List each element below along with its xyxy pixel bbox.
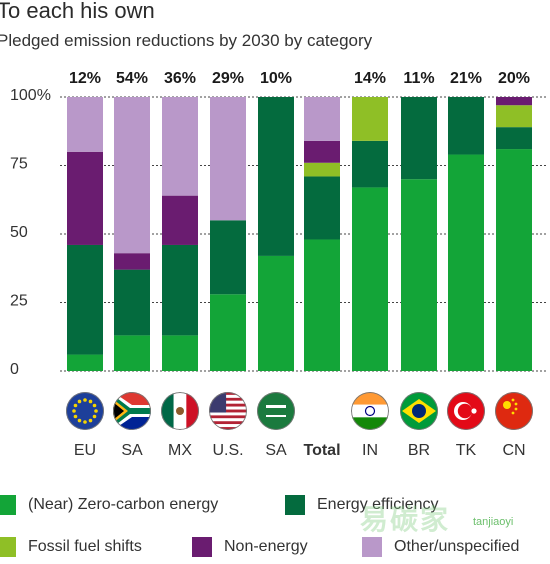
category-label: IN — [362, 442, 378, 459]
bar-top-label: 20% — [498, 70, 530, 87]
chart-title: To each his own — [0, 0, 155, 23]
category-label: Total — [303, 442, 340, 459]
watermark-logo: 易碳家 — [360, 504, 451, 535]
bar-segment-efficiency — [401, 97, 437, 180]
bar-segment-non-energy — [67, 151, 103, 245]
bar-segment-efficiency — [352, 140, 388, 188]
legend-item-efficiency: Energy efficiency — [285, 495, 439, 515]
brazil-flag-icon — [400, 392, 438, 430]
legend-item-fossil: Fossil fuel shifts — [0, 537, 142, 557]
watermark-url: tanjiaoyi — [470, 515, 517, 529]
bar-segment-other — [114, 97, 150, 254]
bar-top-label: 11% — [403, 70, 434, 87]
legend-swatch — [0, 537, 16, 557]
bar-top-label: 21% — [450, 70, 482, 87]
india-flag-icon — [351, 392, 389, 430]
bar-segment-efficiency — [67, 244, 103, 355]
bar-segment-other — [304, 97, 340, 141]
bar-segment-efficiency — [114, 269, 150, 336]
bar-segment-zero-carbon — [304, 239, 340, 371]
legend-swatch — [0, 495, 16, 515]
saudi-arabia-flag-icon — [257, 392, 295, 430]
category-label: BR — [408, 442, 430, 459]
y-tick-label: 50 — [10, 224, 28, 241]
legend-label: Energy efficiency — [317, 496, 439, 513]
bar-segment-fossil — [304, 162, 340, 177]
south-africa-flag-icon — [113, 392, 151, 430]
china-flag-icon — [495, 392, 533, 430]
legend-item-other: Other/unspecified — [362, 537, 519, 557]
bar-top-label: 14% — [354, 70, 386, 87]
bar-segment-efficiency — [496, 127, 532, 150]
bar-segment-non-energy — [114, 253, 150, 270]
bar-segment-efficiency — [162, 244, 198, 336]
bar-top-label: 36% — [164, 70, 196, 87]
bar-segment-zero-carbon — [258, 255, 294, 371]
bar-segment-other — [210, 97, 246, 221]
y-tick-label: 100% — [10, 87, 51, 104]
bar-segment-efficiency — [258, 97, 294, 256]
bar-segment-zero-carbon — [401, 179, 437, 371]
legend-label: (Near) Zero-carbon energy — [28, 496, 219, 513]
bar-segment-fossil — [352, 97, 388, 141]
y-tick-label: 25 — [10, 293, 28, 310]
y-tick-label: 75 — [10, 156, 28, 173]
bar-top-label: 10% — [260, 70, 292, 87]
bar-segment-other — [162, 97, 198, 196]
bar-segment-efficiency — [304, 176, 340, 240]
eu-flag-icon — [66, 392, 104, 430]
bar-segment-fossil — [496, 105, 532, 128]
bar-segment-zero-carbon — [496, 149, 532, 371]
bar-segment-non-energy — [304, 140, 340, 163]
category-label: SA — [121, 442, 143, 459]
y-tick-label: 0 — [10, 361, 19, 378]
bar-segment-efficiency — [448, 97, 484, 155]
bar-segment-zero-carbon — [162, 335, 198, 371]
category-label: SA — [265, 442, 287, 459]
bar-segment-non-energy — [162, 195, 198, 245]
category-label: TK — [456, 442, 477, 459]
bar-segment-efficiency — [210, 220, 246, 295]
bar-segment-other — [67, 97, 103, 152]
category-label: MX — [168, 442, 192, 459]
bar-segment-zero-carbon — [448, 154, 484, 371]
legend-swatch — [362, 537, 382, 557]
legend-swatch — [192, 537, 212, 557]
turkey-flag-icon — [447, 392, 485, 430]
bar-top-label: 12% — [69, 70, 101, 87]
bar-segment-zero-carbon — [352, 187, 388, 371]
legend-label: Non-energy — [224, 538, 308, 555]
legend-label: Other/unspecified — [394, 538, 520, 555]
usa-flag-icon — [209, 392, 247, 430]
mexico-flag-icon — [161, 392, 199, 430]
bar-segment-zero-carbon — [67, 354, 103, 371]
bar-segment-non-energy — [496, 97, 532, 106]
bar-segment-zero-carbon — [210, 294, 246, 371]
bar-top-label: 54% — [116, 70, 148, 87]
category-label: U.S. — [212, 442, 243, 459]
category-label: EU — [74, 442, 96, 459]
chart-subtitle: Pledged emission reductions by 2030 by c… — [0, 31, 373, 50]
bar-top-label: 29% — [212, 70, 244, 87]
legend-swatch — [285, 495, 305, 515]
legend-item-zero-carbon: (Near) Zero-carbon energy — [0, 495, 218, 515]
category-label: CN — [502, 442, 525, 459]
bar-segment-zero-carbon — [114, 335, 150, 371]
stacked-bar-chart: 0 25 50 75 100% 12% EU 54% SA 36% MX 29% U.S. 10% SA To… — [10, 70, 548, 459]
legend-label: Fossil fuel shifts — [28, 538, 142, 555]
legend-item-non-energy: Non-energy — [192, 537, 308, 557]
